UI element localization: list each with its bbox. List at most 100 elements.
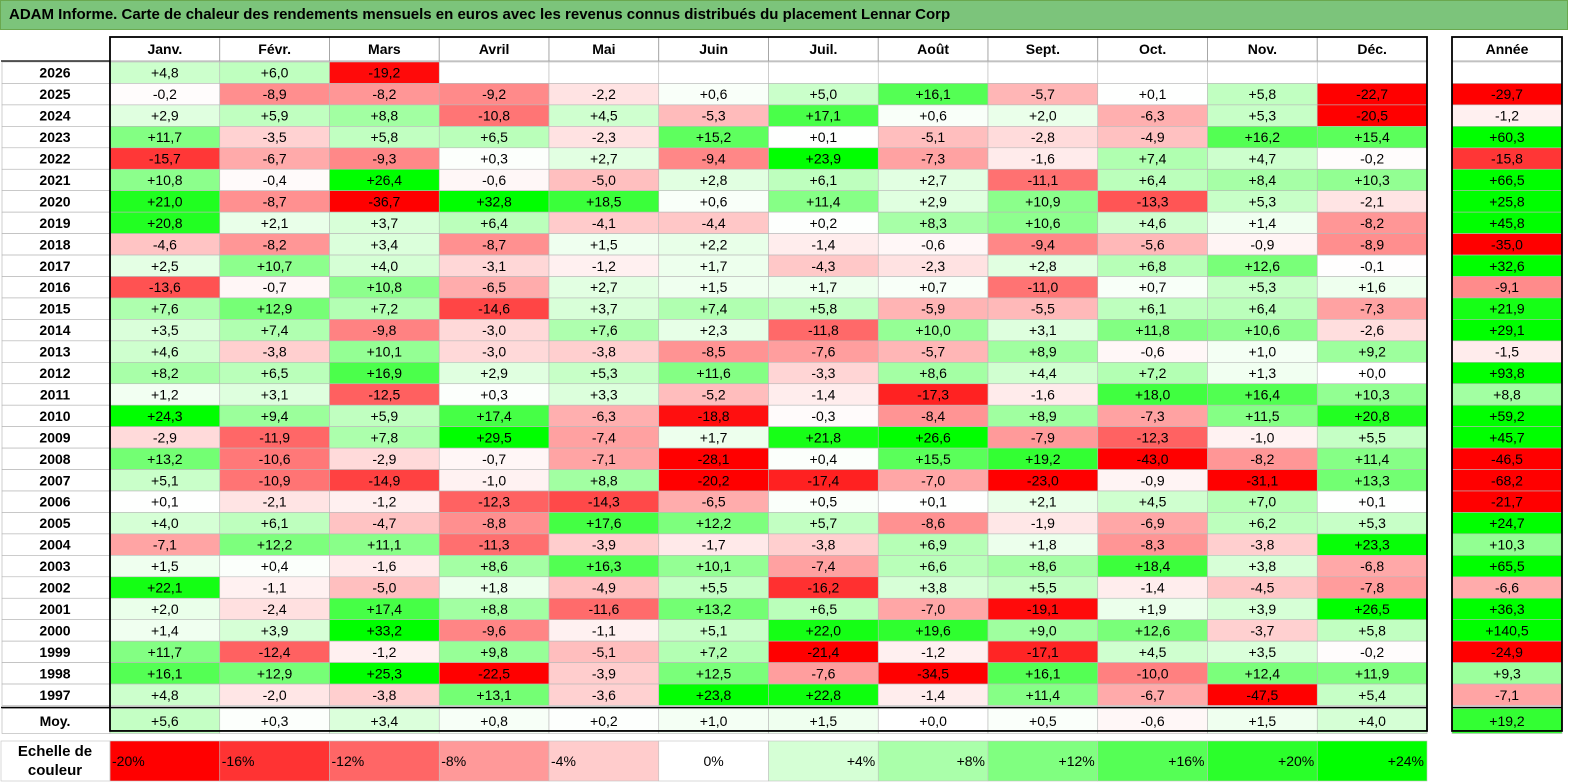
year-frame	[1451, 36, 1563, 732]
cell-value: +5,9	[261, 108, 289, 124]
cell-value: -11,9	[259, 429, 290, 445]
row-label: 2021	[39, 172, 70, 188]
cell-value: +9,0	[1029, 622, 1057, 638]
row-label: 2002	[39, 580, 70, 596]
cell-value: +2,9	[480, 365, 508, 381]
scale-label-value: +8%	[957, 753, 985, 769]
heat-cell	[877, 61, 989, 84]
grid-frame	[109, 36, 1428, 732]
scale-label-value: 0%	[704, 753, 724, 769]
scale-swatch	[438, 740, 550, 782]
cell-value: +8,3	[919, 215, 947, 231]
cell-value: +4,4	[1029, 365, 1057, 381]
row-label: 2014	[39, 322, 70, 338]
column-header: Juil.	[809, 41, 837, 57]
cell-value: -7,8	[1360, 580, 1384, 596]
cell-value: +7,4	[1139, 151, 1167, 167]
cell-value: -2,0	[263, 687, 287, 703]
cell-value: +10,8	[147, 172, 183, 188]
cell-value: +21,0	[147, 193, 183, 209]
cell-value: +11,4	[1026, 687, 1061, 703]
scale-label-value: -4%	[551, 753, 576, 769]
year-value: -6,6	[1495, 580, 1519, 596]
cell-value: +2,3	[700, 322, 728, 338]
cell-value: -9,3	[372, 151, 396, 167]
year-value: -7,1	[1495, 687, 1519, 703]
scale-swatch	[658, 740, 769, 782]
cell-value: -7,6	[811, 665, 835, 681]
cell-value: +5,8	[371, 129, 399, 145]
cell-value: +26,5	[1354, 601, 1390, 617]
heat-cell	[438, 61, 550, 84]
cell-value: -9,4	[702, 151, 726, 167]
cell-value: +6,5	[480, 129, 508, 145]
cell-value: -1,7	[702, 537, 726, 553]
year-value: -46,5	[1491, 451, 1523, 467]
year-value: +45,8	[1489, 215, 1525, 231]
scale-label-value: -8%	[441, 753, 466, 769]
cell-value: -14,6	[478, 301, 510, 317]
cell-value: -1,4	[811, 386, 835, 402]
cell-value: -0,6	[482, 172, 506, 188]
cell-value: +4,6	[151, 344, 179, 360]
cell-value: +2,8	[1029, 258, 1057, 274]
cell-value: +5,7	[810, 515, 838, 531]
heat-cell	[768, 61, 879, 84]
scale-label: Echelle de couleur	[17, 743, 93, 779]
cell-value: +7,8	[371, 429, 399, 445]
year-value: +32,6	[1489, 258, 1525, 274]
scale-swatch	[1097, 740, 1208, 782]
cell-value: -1,4	[1141, 580, 1165, 596]
heat-cell	[987, 61, 1099, 84]
heat-cell	[1316, 708, 1428, 734]
cell-value: +12,9	[257, 665, 293, 681]
cell-value: +1,3	[1249, 365, 1277, 381]
cell-value: +4,7	[1249, 151, 1277, 167]
cell-value: +5,3	[1249, 108, 1277, 124]
cell-value: +4,5	[1139, 644, 1167, 660]
cell-value: +7,0	[1249, 494, 1277, 510]
cell-value: -8,2	[1360, 215, 1384, 231]
cell-value: +13,2	[147, 451, 183, 467]
cell-value: -7,0	[921, 601, 945, 617]
cell-value: -1,1	[263, 580, 287, 596]
cell-value: -6,5	[482, 279, 506, 295]
cell-value: +0,3	[261, 713, 289, 729]
cell-value: -9,2	[482, 86, 506, 102]
cell-value: -0,6	[1141, 713, 1165, 729]
cell-value: +7,2	[1139, 365, 1167, 381]
scale-label-value: +12%	[1059, 753, 1095, 769]
row-label: 2009	[39, 429, 70, 445]
cell-value: -2,1	[263, 494, 287, 510]
row-label: 2020	[39, 193, 70, 209]
cell-value: +4,5	[590, 108, 618, 124]
cell-value: +1,6	[1358, 279, 1386, 295]
cell-value: +22,8	[806, 687, 842, 703]
cell-value: -6,9	[1141, 515, 1165, 531]
cell-value: +3,9	[1249, 601, 1277, 617]
cell-value: -20,5	[1356, 108, 1388, 124]
heat-cell	[219, 708, 330, 734]
row-label: 2026	[39, 65, 70, 81]
cell-value: +5,4	[1358, 687, 1386, 703]
scale-label-value: +24%	[1388, 753, 1424, 769]
cell-value: +11,4	[806, 193, 841, 209]
cell-value: +5,5	[700, 580, 728, 596]
cell-value: +0,8	[480, 713, 508, 729]
cell-value: +8,8	[480, 601, 508, 617]
cell-value: -17,3	[917, 386, 949, 402]
cell-value: -43,0	[1137, 451, 1169, 467]
cell-value: -7,0	[921, 472, 945, 488]
cell-value: -1,4	[921, 687, 945, 703]
column-header: Mars	[368, 41, 401, 57]
cell-value: +2,8	[700, 172, 728, 188]
cell-value: +5,9	[371, 408, 399, 424]
cell-value: +2,7	[590, 151, 618, 167]
cell-value: +12,2	[696, 515, 732, 531]
cell-value: +8,8	[371, 108, 399, 124]
column-header: Déc.	[1357, 41, 1387, 57]
cell-value: +4,8	[151, 687, 179, 703]
cell-value: +10,1	[696, 558, 732, 574]
cell-value: +8,9	[1029, 344, 1057, 360]
